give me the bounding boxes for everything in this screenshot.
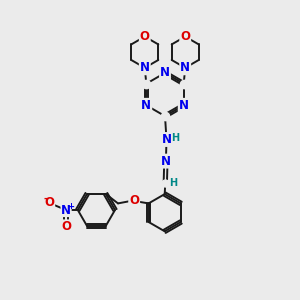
Text: N: N bbox=[61, 203, 71, 217]
Text: -: - bbox=[44, 194, 48, 204]
Text: N: N bbox=[160, 66, 170, 80]
Text: O: O bbox=[61, 220, 71, 233]
Text: H: H bbox=[169, 178, 177, 188]
Text: O: O bbox=[180, 30, 190, 43]
Text: N: N bbox=[141, 99, 151, 112]
Text: O: O bbox=[140, 30, 150, 43]
Text: O: O bbox=[45, 196, 55, 209]
Text: N: N bbox=[180, 61, 190, 74]
Text: N: N bbox=[179, 99, 189, 112]
Text: N: N bbox=[140, 61, 150, 74]
Text: N: N bbox=[161, 154, 171, 168]
Text: +: + bbox=[67, 202, 74, 211]
Text: O: O bbox=[129, 194, 139, 208]
Text: N: N bbox=[161, 133, 172, 146]
Text: H: H bbox=[171, 133, 179, 143]
